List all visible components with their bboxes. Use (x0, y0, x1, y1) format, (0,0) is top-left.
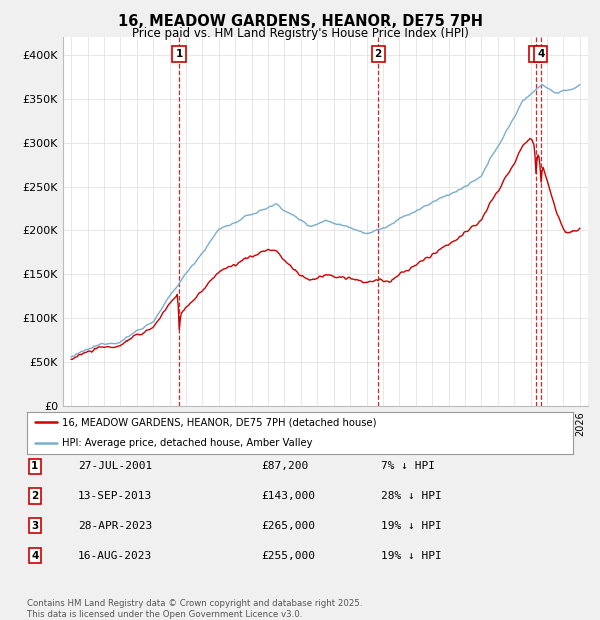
Text: HPI: Average price, detached house, Amber Valley: HPI: Average price, detached house, Ambe… (62, 438, 313, 448)
Text: 16, MEADOW GARDENS, HEANOR, DE75 7PH (detached house): 16, MEADOW GARDENS, HEANOR, DE75 7PH (de… (62, 417, 377, 427)
Text: £87,200: £87,200 (261, 461, 308, 471)
Text: 1: 1 (31, 461, 38, 471)
Text: 7% ↓ HPI: 7% ↓ HPI (381, 461, 435, 471)
Text: 28-APR-2023: 28-APR-2023 (78, 521, 152, 531)
Text: Price paid vs. HM Land Registry's House Price Index (HPI): Price paid vs. HM Land Registry's House … (131, 27, 469, 40)
Text: 3: 3 (532, 49, 539, 59)
Text: Contains HM Land Registry data © Crown copyright and database right 2025.
This d: Contains HM Land Registry data © Crown c… (27, 600, 362, 619)
Text: 1: 1 (175, 49, 182, 59)
Text: £143,000: £143,000 (261, 491, 315, 501)
Text: 27-JUL-2001: 27-JUL-2001 (78, 461, 152, 471)
Text: 4: 4 (31, 551, 38, 560)
Text: 28% ↓ HPI: 28% ↓ HPI (381, 491, 442, 501)
Text: 16-AUG-2023: 16-AUG-2023 (78, 551, 152, 560)
Text: £265,000: £265,000 (261, 521, 315, 531)
Text: 19% ↓ HPI: 19% ↓ HPI (381, 521, 442, 531)
Text: 16, MEADOW GARDENS, HEANOR, DE75 7PH: 16, MEADOW GARDENS, HEANOR, DE75 7PH (118, 14, 482, 29)
Text: 13-SEP-2013: 13-SEP-2013 (78, 491, 152, 501)
Text: 2: 2 (31, 491, 38, 501)
Text: 19% ↓ HPI: 19% ↓ HPI (381, 551, 442, 560)
Text: 3: 3 (31, 521, 38, 531)
Text: 4: 4 (537, 49, 544, 59)
Text: £255,000: £255,000 (261, 551, 315, 560)
Text: 2: 2 (374, 49, 382, 59)
